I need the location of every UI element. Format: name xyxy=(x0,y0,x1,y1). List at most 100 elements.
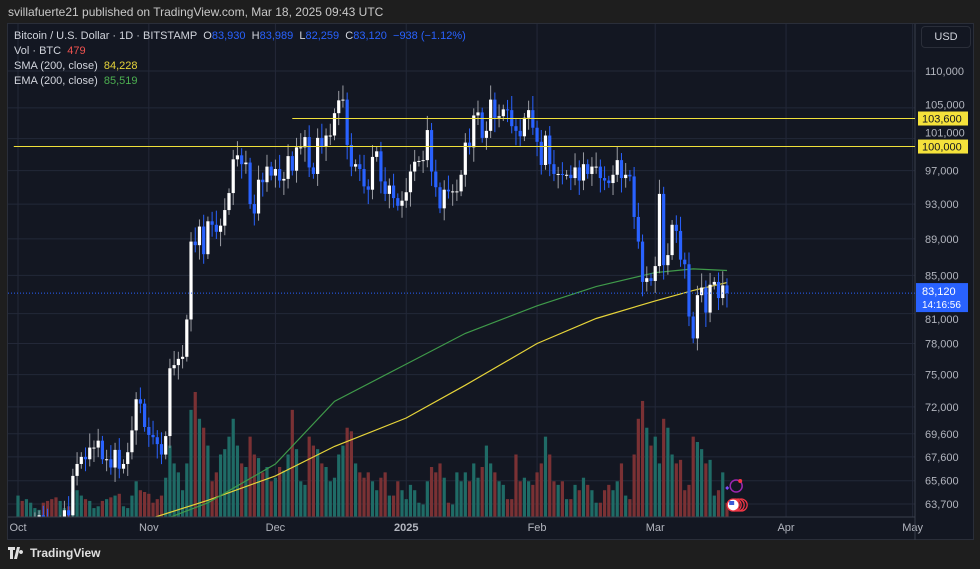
candle xyxy=(493,92,497,133)
volume-row[interactable]: Vol · BTC 479 xyxy=(14,44,466,59)
candle-body xyxy=(429,130,434,172)
candle-body xyxy=(147,426,151,435)
volume-bar xyxy=(666,427,670,517)
volume-bar xyxy=(522,477,526,517)
candle xyxy=(324,128,328,161)
volume-bar xyxy=(235,445,240,517)
candle xyxy=(408,164,413,207)
volume-bar xyxy=(628,499,632,517)
candle-body xyxy=(227,193,231,211)
candle-body xyxy=(168,368,172,437)
candle-body xyxy=(62,510,67,517)
volume-bar xyxy=(143,492,147,517)
volume-bar xyxy=(438,463,442,517)
candle xyxy=(463,133,467,187)
candle-body xyxy=(472,115,476,148)
candle-body xyxy=(134,399,138,431)
candle-body xyxy=(189,241,193,320)
volume-bar xyxy=(345,427,349,517)
candle-body xyxy=(484,130,489,138)
candle-body xyxy=(522,117,526,137)
candle xyxy=(421,150,425,173)
candle-body xyxy=(577,167,581,181)
volume-bar xyxy=(442,477,446,517)
y-tick-label: 67,600 xyxy=(925,452,959,464)
candle xyxy=(429,122,434,186)
candle-body xyxy=(459,174,463,192)
candle xyxy=(649,273,653,286)
candle-body xyxy=(396,198,400,206)
candle xyxy=(227,188,231,215)
y-tick-label: 93,000 xyxy=(925,199,959,211)
chart-legend: Bitcoin / U.S. Dollar · 1D · BITSTAMP O8… xyxy=(14,29,466,89)
y-tick-label: 65,600 xyxy=(925,476,959,488)
candle-body xyxy=(88,447,92,460)
candle xyxy=(590,157,594,186)
volume-bar xyxy=(489,463,493,517)
candle-body xyxy=(404,192,408,201)
volume-bar xyxy=(636,418,640,517)
candle-body xyxy=(594,166,598,168)
candle xyxy=(442,180,446,221)
candle-body xyxy=(607,180,611,184)
sparkle-icon xyxy=(725,486,730,490)
candle xyxy=(695,285,700,351)
candle xyxy=(46,508,49,524)
candle xyxy=(176,351,180,380)
candle-body xyxy=(628,174,632,177)
candle-body xyxy=(514,126,518,131)
candle xyxy=(489,85,493,139)
candle xyxy=(121,459,126,474)
tradingview-logo[interactable]: TradingView xyxy=(8,546,100,560)
candle-body xyxy=(581,164,586,181)
candle xyxy=(290,151,294,176)
ema-row[interactable]: EMA (200, close) 85,519 xyxy=(14,74,466,89)
volume-bar xyxy=(240,463,244,517)
candle xyxy=(332,108,337,141)
currency-button[interactable]: USD xyxy=(921,26,971,48)
candle-body xyxy=(278,169,282,181)
high-label: H xyxy=(251,30,260,42)
candle xyxy=(396,193,400,211)
sma-row[interactable]: SMA (200, close) 84,228 xyxy=(14,59,466,74)
symbol-name[interactable]: Bitcoin / U.S. Dollar · 1D · BITSTAMP xyxy=(14,30,198,42)
volume-bar xyxy=(586,484,590,517)
candle xyxy=(636,202,640,249)
event-notification-dot xyxy=(738,479,743,483)
candle-body xyxy=(455,191,459,193)
y-tick-label: 63,700 xyxy=(925,499,959,511)
volume-bar xyxy=(527,481,531,517)
volume-bar xyxy=(358,472,362,517)
candle-body xyxy=(273,169,278,176)
candle-body xyxy=(29,524,32,542)
candle-body xyxy=(100,440,104,460)
candle-body xyxy=(117,449,121,469)
volume-bar xyxy=(467,481,472,517)
volume-bar xyxy=(79,495,83,517)
candle xyxy=(164,431,168,460)
candle-body xyxy=(590,166,594,174)
candle-body xyxy=(299,147,303,149)
volume-bar xyxy=(590,490,594,517)
volume-bar xyxy=(282,470,286,517)
candle xyxy=(632,166,636,229)
volume-bar xyxy=(670,454,674,517)
candle xyxy=(147,417,151,447)
volume-value: 479 xyxy=(67,45,86,57)
volume-bar xyxy=(531,484,535,517)
candle xyxy=(337,90,341,126)
candle-body xyxy=(83,456,88,460)
candle-body xyxy=(421,160,425,162)
candle xyxy=(569,165,573,191)
candle xyxy=(248,157,252,209)
candle-body xyxy=(320,137,324,147)
candle xyxy=(265,154,269,192)
volume-bar xyxy=(197,418,202,517)
candle xyxy=(721,271,725,306)
candle xyxy=(370,145,375,200)
y-tick-label: 85,000 xyxy=(925,270,959,282)
candle-body xyxy=(46,523,49,524)
volume-bar xyxy=(75,490,79,517)
volume-bar xyxy=(370,481,375,517)
